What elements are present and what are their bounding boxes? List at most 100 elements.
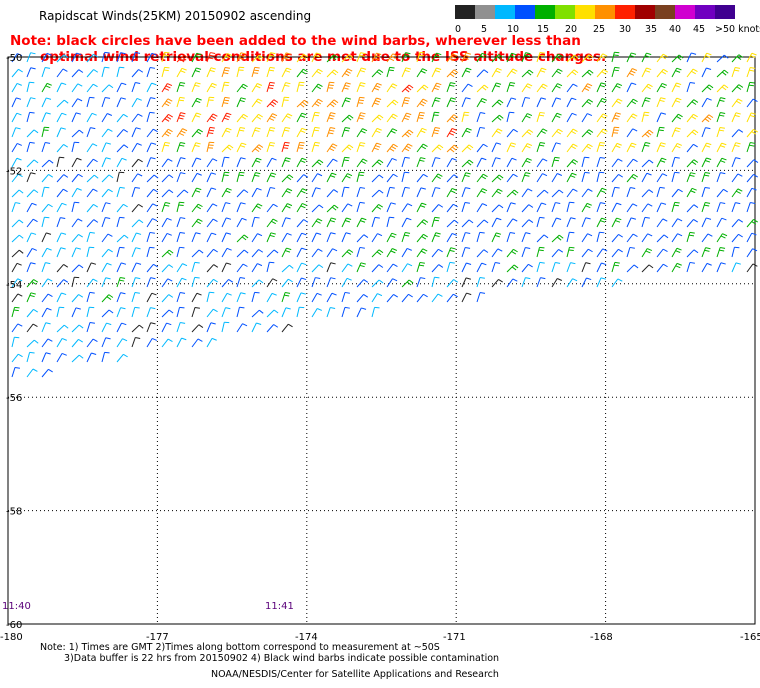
wind-barb <box>596 69 609 78</box>
wind-barb <box>386 216 395 228</box>
wind-barb <box>671 82 682 93</box>
wind-barb <box>266 292 277 303</box>
wind-barb <box>386 202 396 213</box>
wind-barb <box>11 127 21 138</box>
wind-barb <box>371 127 382 138</box>
wind-barb <box>221 321 230 333</box>
wind-barb <box>221 307 231 318</box>
wind-barb <box>386 66 395 78</box>
wind-barb <box>506 111 515 123</box>
wind-barb <box>716 54 729 63</box>
wind-barb <box>671 127 681 138</box>
legend-swatch <box>515 5 535 19</box>
wind-barb <box>311 232 322 243</box>
wind-barb <box>386 99 399 108</box>
wind-barb <box>221 112 232 123</box>
wind-barb <box>101 217 111 228</box>
wind-barb <box>551 128 563 138</box>
wind-barb <box>131 82 141 93</box>
wind-barb <box>551 142 561 153</box>
wind-barb <box>326 81 335 93</box>
wind-barb <box>476 203 488 213</box>
wind-barb <box>581 156 590 168</box>
wind-barb <box>416 261 425 273</box>
wind-barb <box>341 217 352 228</box>
wind-barb <box>341 127 351 138</box>
wind-barb <box>206 172 217 183</box>
wind-barb <box>11 189 24 198</box>
wind-barb <box>371 159 384 168</box>
wind-barb <box>746 263 758 273</box>
wind-barb <box>206 82 217 93</box>
wind-barb <box>656 157 667 168</box>
wind-barb <box>716 247 726 258</box>
wind-barb <box>206 113 218 123</box>
wind-barb <box>251 203 263 213</box>
wind-barb <box>56 352 67 363</box>
wind-barb <box>326 158 338 168</box>
wind-barb <box>116 246 125 258</box>
wind-barb <box>566 278 578 288</box>
wind-barb <box>326 189 339 198</box>
wind-barb <box>41 247 52 258</box>
wind-barb <box>551 278 563 288</box>
wind-barb <box>41 67 51 78</box>
wind-barb <box>266 99 279 108</box>
wind-barb <box>296 68 308 78</box>
wind-barb <box>596 156 606 168</box>
wind-barb <box>431 248 443 258</box>
wind-barb <box>746 202 756 213</box>
wind-barb <box>356 171 365 183</box>
wind-barb <box>131 186 141 198</box>
wind-barb <box>221 144 234 153</box>
wind-barb <box>41 82 52 93</box>
wind-barb <box>551 217 562 228</box>
latitude-label: -56 <box>6 393 22 404</box>
wind-barb <box>626 82 637 93</box>
wind-barb <box>701 171 711 183</box>
wind-barb <box>86 83 98 93</box>
wind-barb <box>746 128 758 138</box>
wind-barb <box>356 52 366 63</box>
wind-barb <box>596 231 605 243</box>
wind-barb <box>26 292 36 303</box>
wind-barb <box>296 262 307 273</box>
wind-barb <box>581 217 591 228</box>
wind-barb <box>281 157 291 168</box>
wind-barb <box>626 217 637 228</box>
wind-barb <box>611 112 621 123</box>
wind-barb <box>671 156 680 168</box>
wind-barb <box>371 249 384 258</box>
wind-barb <box>446 174 459 183</box>
wind-barb <box>701 52 712 63</box>
wind-barb <box>146 292 157 303</box>
wind-barb <box>746 232 757 243</box>
wind-barb <box>236 249 249 258</box>
wind-barb <box>611 83 623 93</box>
wind-barb <box>476 97 487 108</box>
map-title: Rapidscat Winds(25KM) 20150902 ascending <box>39 9 312 23</box>
wind-barb <box>596 202 606 213</box>
wind-barb <box>491 278 503 288</box>
wind-barb <box>566 97 577 108</box>
wind-barb <box>56 306 65 318</box>
wind-barb <box>26 368 38 378</box>
wind-barb <box>401 171 410 183</box>
wind-barb <box>581 233 593 243</box>
wind-barb <box>101 277 111 288</box>
wind-barb <box>221 292 232 303</box>
wind-barb <box>206 126 215 138</box>
legend-swatch <box>615 5 635 19</box>
wind-barb <box>221 53 233 63</box>
wind-barb <box>521 232 531 243</box>
wind-barb <box>161 202 171 213</box>
wind-barb <box>656 126 665 138</box>
wind-barb <box>416 51 425 63</box>
wind-barb <box>56 82 67 93</box>
wind-barb <box>236 276 246 288</box>
wind-speed-legend: 0 5 10 15 20 25 30 35 40 45 >50 knots <box>455 5 760 35</box>
wind-barb <box>686 261 695 273</box>
wind-barb <box>176 172 186 183</box>
wind-barb <box>41 52 52 63</box>
wind-barb <box>161 338 173 348</box>
